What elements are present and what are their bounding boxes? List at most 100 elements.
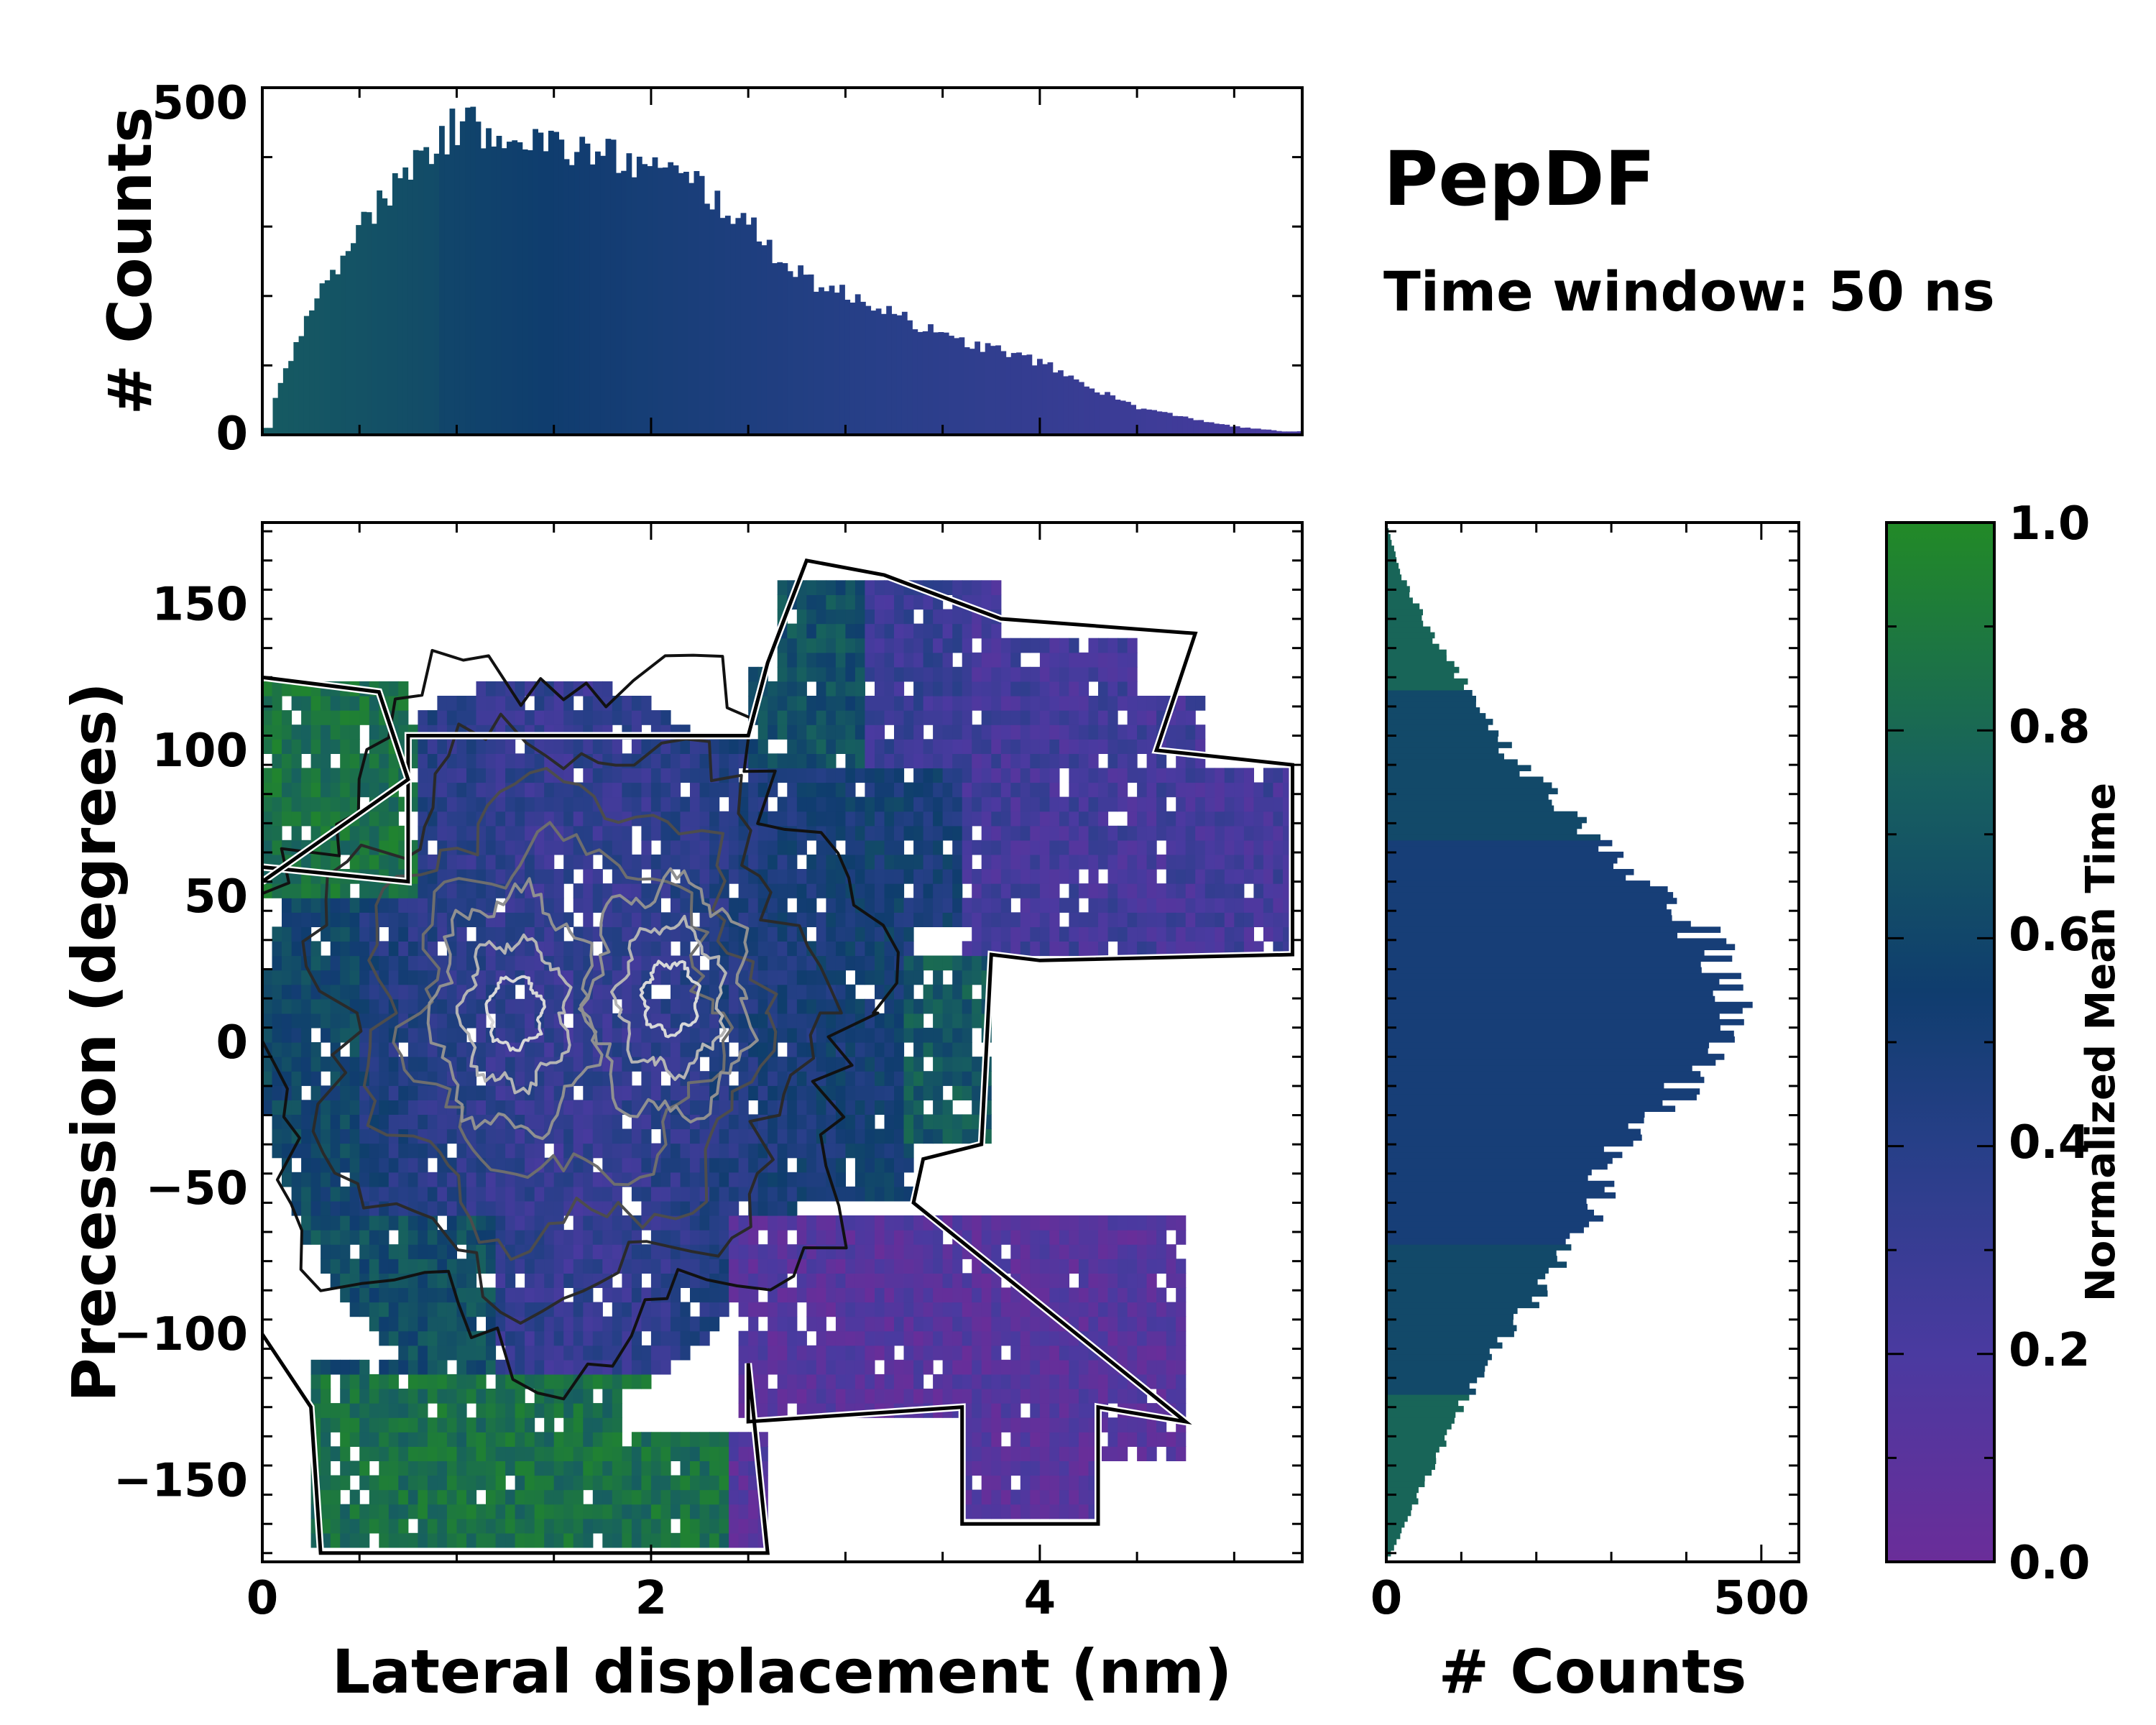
heatmap-cell: [340, 1389, 351, 1404]
heatmap-cell: [962, 984, 972, 1000]
heatmap-cell: [631, 782, 642, 798]
heatmap-cell: [622, 1259, 632, 1274]
heatmap-cell: [1079, 1230, 1089, 1245]
heatmap-cell: [495, 1403, 506, 1418]
heatmap-cell: [1039, 1259, 1050, 1274]
heatmap-cell: [991, 898, 1002, 913]
heatmap-cell: [1010, 681, 1021, 696]
heatmap-cell: [340, 1128, 351, 1144]
heatmap-cell: [981, 638, 992, 653]
heatmap-cell: [1118, 1287, 1128, 1303]
heatmap-cell: [1107, 1302, 1118, 1317]
heatmap-cell: [913, 1013, 924, 1029]
heatmap-cell: [806, 739, 817, 754]
heatmap-cell: [875, 1215, 885, 1230]
heatmap-cell: [1030, 1489, 1041, 1505]
heatmap-cell: [398, 1504, 409, 1519]
heatmap-cell: [310, 796, 321, 812]
heatmap-cell: [349, 1489, 360, 1505]
top-histogram-bar: [319, 283, 326, 435]
heatmap-cell: [631, 1013, 642, 1029]
heatmap-cell: [495, 1042, 506, 1057]
heatmap-cell: [660, 941, 671, 957]
heatmap-cell: [437, 1302, 448, 1317]
heatmap-cell: [1166, 1259, 1176, 1274]
top-histogram-bar: [543, 151, 549, 435]
heatmap-cell: [1127, 652, 1138, 668]
heatmap-cell: [826, 1085, 837, 1100]
heatmap-cell: [369, 1057, 379, 1072]
heatmap-cell: [369, 710, 379, 725]
heatmap-cell: [1039, 840, 1050, 855]
heatmap-cell: [321, 1172, 331, 1187]
heatmap-cell: [456, 955, 467, 971]
heatmap-cell: [583, 1532, 594, 1548]
heatmap-cell: [826, 724, 837, 740]
heatmap-cell: [806, 724, 817, 740]
heatmap-cell: [563, 768, 574, 783]
heatmap-cell: [437, 998, 448, 1014]
heatmap-cell: [865, 724, 875, 740]
heatmap-cell: [563, 753, 574, 768]
heatmap-cell: [622, 1057, 632, 1072]
heatmap-cell: [573, 1374, 584, 1389]
heatmap-cell: [563, 1316, 574, 1332]
heatmap-cell: [1010, 696, 1021, 711]
heatmap-cell: [894, 1359, 905, 1375]
heatmap-cell: [875, 638, 885, 653]
heatmap-cell: [407, 1027, 418, 1043]
heatmap-cell: [942, 1302, 953, 1317]
heatmap-cell: [340, 1100, 351, 1115]
heatmap-cell: [1010, 1316, 1021, 1332]
heatmap-cell: [923, 696, 934, 711]
heatmap-cell: [486, 1359, 497, 1375]
heatmap-cell: [671, 1504, 681, 1519]
heatmap-cell: [340, 1085, 351, 1100]
heatmap-cell: [709, 1143, 720, 1159]
heatmap-cell: [1049, 811, 1060, 827]
heatmap-cell: [962, 681, 972, 696]
top-histogram-bar: [282, 368, 289, 435]
heatmap-cell: [835, 883, 846, 898]
heatmap-cell: [534, 1432, 545, 1447]
heatmap-cell: [602, 955, 613, 971]
heatmap-cell: [330, 926, 341, 942]
heatmap-cell: [1137, 1273, 1148, 1288]
heatmap-cell: [884, 652, 895, 668]
heatmap-cell: [835, 796, 846, 812]
heatmap-cell: [933, 955, 944, 971]
heatmap-cell: [981, 1389, 992, 1404]
heatmap-cell: [972, 1489, 982, 1505]
heatmap-cell: [690, 739, 701, 754]
heatmap-cell: [933, 1345, 944, 1361]
heatmap-cell: [398, 970, 409, 985]
heatmap-cell: [913, 883, 924, 898]
heatmap-cell: [495, 1200, 506, 1216]
heatmap-cell: [622, 768, 632, 783]
heatmap-cell: [650, 1200, 661, 1216]
heatmap-cell: [1098, 912, 1109, 927]
heatmap-cell: [816, 710, 826, 725]
heatmap-cell: [1118, 926, 1128, 942]
heatmap-cell: [816, 912, 826, 927]
heatmap-cell: [777, 998, 788, 1014]
heatmap-cell: [1000, 666, 1011, 682]
heatmap-cell: [1137, 768, 1148, 783]
heatmap-cell: [437, 825, 448, 841]
heatmap-cell: [583, 1071, 594, 1086]
heatmap-cell: [466, 768, 477, 783]
heatmap-cell: [777, 681, 788, 696]
heatmap-cell: [525, 1215, 535, 1230]
heatmap-cell: [340, 1417, 351, 1432]
heatmap-cell: [466, 1518, 477, 1534]
heatmap-cell: [398, 1389, 409, 1404]
heatmap-cell: [321, 768, 331, 783]
top-histogram-bar: [1286, 431, 1293, 435]
heatmap-cell: [1127, 1432, 1138, 1447]
heatmap-cell: [544, 1085, 555, 1100]
heatmap-cell: [1195, 782, 1206, 798]
heatmap-cell: [913, 1273, 924, 1288]
heatmap-cell: [854, 1244, 865, 1259]
heatmap-cell: [826, 594, 837, 610]
heatmap-cell: [592, 1460, 603, 1476]
